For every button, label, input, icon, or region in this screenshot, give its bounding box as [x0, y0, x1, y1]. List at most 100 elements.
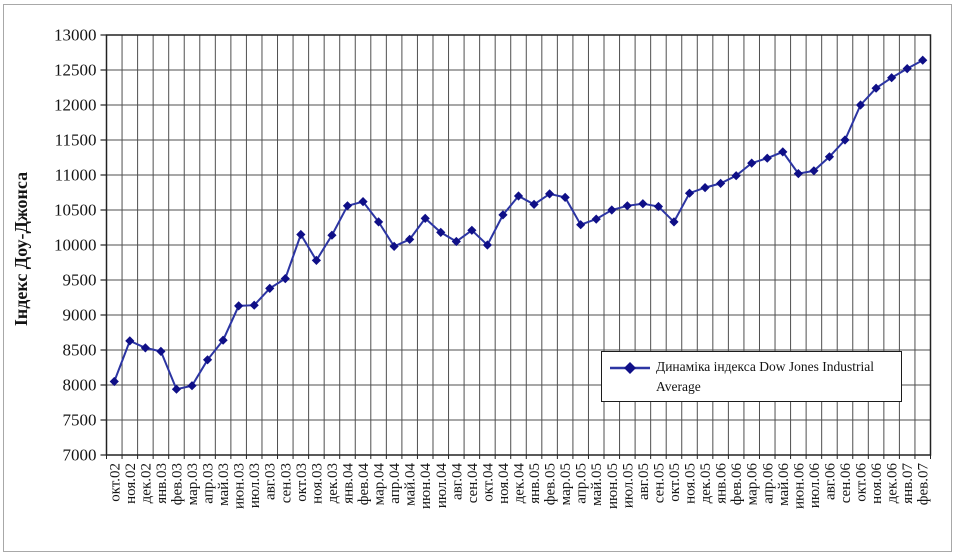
data-point-marker — [560, 192, 570, 202]
data-point-marker — [451, 236, 461, 247]
data-point-marker — [716, 178, 726, 188]
x-tick-label: июн.03 — [232, 463, 248, 509]
data-point-marker — [809, 166, 819, 176]
data-point-marker — [622, 201, 632, 211]
data-point-marker — [125, 336, 135, 346]
x-tick-label: апр.06 — [760, 463, 776, 504]
data-point-marker — [265, 283, 275, 293]
x-tick-label: дек.03 — [325, 463, 341, 503]
data-point-marker — [482, 240, 493, 250]
data-point-marker — [156, 346, 166, 356]
data-point-marker — [389, 241, 399, 251]
x-tick-label: мар.04 — [372, 463, 388, 506]
x-tick-label: фев.04 — [356, 463, 372, 506]
x-tick-label: окт.05 — [667, 463, 683, 502]
y-tick-label: 10000 — [54, 236, 97, 255]
data-point-marker — [778, 147, 788, 157]
x-tick-label: фев.03 — [169, 463, 185, 505]
x-tick-label: ноя.05 — [683, 463, 699, 504]
data-point-marker — [669, 217, 679, 227]
data-point-marker — [840, 135, 850, 145]
x-tick-label: окт.04 — [480, 463, 496, 502]
data-point-marker — [529, 199, 539, 209]
x-tick-label: янв.04 — [340, 463, 356, 504]
data-point-marker — [467, 225, 477, 235]
y-tick-label: 11000 — [55, 166, 97, 185]
data-point-marker — [420, 213, 430, 223]
legend-series-label: Динаміка індекса Dow Jones Industrial Av… — [656, 359, 874, 394]
data-point-marker — [747, 158, 757, 168]
x-tick-label: окт.02 — [107, 463, 123, 502]
data-point-marker — [187, 381, 197, 391]
y-tick-label: 13000 — [54, 26, 97, 45]
data-point-marker — [871, 83, 881, 93]
x-tick-label: авг.06 — [822, 463, 838, 500]
data-point-marker — [405, 234, 415, 244]
x-tick-label: сен.03 — [278, 463, 294, 503]
legend-box: Динаміка індекса Dow Jones Industrial Av… — [601, 351, 902, 402]
data-point-marker — [607, 205, 617, 215]
data-point-marker — [498, 210, 508, 220]
x-tick-label: янв.07 — [900, 463, 916, 504]
data-point-marker — [140, 343, 150, 353]
data-point-marker — [902, 64, 912, 74]
data-point-marker — [358, 197, 368, 207]
plot-border — [105, 34, 932, 456]
data-point-marker — [342, 201, 353, 211]
x-tick-label: июл.04 — [434, 463, 450, 509]
x-tick-label: дек.02 — [138, 463, 154, 503]
data-point-marker — [280, 274, 290, 284]
x-tick-label: авг.05 — [636, 463, 652, 500]
data-point-marker — [793, 169, 803, 179]
x-tick-label: окт.06 — [854, 463, 870, 502]
data-point-marker — [544, 189, 555, 199]
data-point-marker — [762, 153, 772, 163]
y-tick-label: 12500 — [54, 61, 97, 80]
y-tick-label: 10500 — [54, 201, 97, 220]
x-tick-label: фев.07 — [916, 463, 932, 506]
x-tick-label: июл.06 — [807, 463, 823, 509]
data-point-marker — [218, 335, 228, 345]
x-tick-label: ноя.04 — [496, 463, 512, 504]
x-tick-label: окт.03 — [294, 463, 310, 502]
data-point-marker — [373, 217, 384, 227]
legend-diamond-icon — [624, 362, 636, 374]
data-point-marker — [653, 201, 664, 212]
x-tick-label: янв.05 — [527, 463, 543, 504]
y-tick-label: 12000 — [54, 96, 97, 115]
y-tick-label: 8000 — [63, 376, 97, 395]
data-point-marker — [887, 73, 897, 83]
series-line — [113, 59, 924, 391]
x-tick-label: фев.05 — [543, 463, 559, 505]
data-point-marker — [436, 227, 446, 237]
x-tick-label: дек.06 — [885, 463, 901, 504]
y-tick-label: 9000 — [63, 306, 97, 325]
legend-series-marker-icon — [610, 362, 650, 374]
data-point-marker — [327, 230, 337, 240]
data-point-marker — [824, 152, 835, 162]
x-tick-label: май.03 — [216, 463, 232, 506]
x-tick-label: ноя.06 — [869, 463, 885, 504]
x-tick-label: мар.03 — [185, 463, 201, 505]
y-tick-label: 7500 — [63, 411, 97, 430]
x-tick-label: май.06 — [776, 463, 792, 506]
data-point-marker — [513, 191, 524, 201]
data-point-marker — [638, 199, 648, 209]
x-tick-label: апр.03 — [201, 463, 217, 504]
x-tick-label: янв.06 — [714, 463, 730, 504]
data-point-marker — [109, 376, 119, 387]
y-axis-title: Індекс Доу-Джонса — [11, 171, 31, 327]
data-point-marker — [591, 214, 601, 224]
x-tick-label: апр.05 — [574, 463, 590, 504]
x-tick-label: июн.06 — [791, 463, 807, 510]
x-tick-label: сен.05 — [651, 463, 667, 503]
x-tick-label: июл.05 — [620, 463, 636, 508]
x-tick-label: янв.03 — [154, 463, 170, 504]
data-point-marker — [731, 171, 741, 181]
data-point-marker — [684, 188, 695, 198]
data-point-marker — [855, 100, 866, 110]
x-tick-label: июн.04 — [418, 463, 434, 510]
data-point-marker — [202, 355, 213, 365]
